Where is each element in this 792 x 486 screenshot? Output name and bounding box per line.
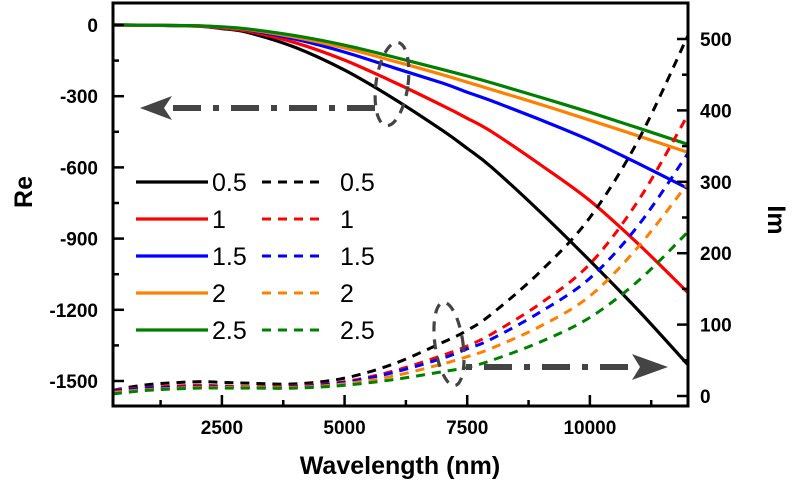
y-right-tick-label: 100 bbox=[700, 316, 732, 337]
y-left-tick-label: -1500 bbox=[49, 372, 98, 393]
annotation-ellipse-re bbox=[373, 40, 411, 128]
y-right-tick-label: 200 bbox=[700, 244, 732, 265]
legend-label-im: 2.5 bbox=[340, 317, 375, 345]
x-axis: 2500 5000 7500 10000 bbox=[159, 395, 653, 439]
plot-frame bbox=[111, 1, 690, 408]
y-right-tick-label: 500 bbox=[700, 30, 732, 51]
x-tick-label: 2500 bbox=[201, 418, 243, 439]
x-tick-label: 10000 bbox=[563, 418, 616, 439]
series-re-1 bbox=[113, 23, 688, 294]
y-axis-left: 0 -300 -600 -900 -1200 -1500 bbox=[49, 16, 124, 393]
arrow-right-icon bbox=[632, 354, 668, 380]
y-left-tick-label: -600 bbox=[60, 158, 98, 179]
legend-label-im: 1 bbox=[340, 206, 354, 234]
y-axis-left-title: Re bbox=[10, 176, 38, 208]
y-left-tick-label: -300 bbox=[60, 87, 98, 108]
series-re-2_5 bbox=[113, 23, 688, 146]
legend-label-re: 1.5 bbox=[212, 243, 247, 271]
annotations bbox=[140, 40, 668, 388]
y-left-tick-label: -900 bbox=[60, 230, 98, 251]
x-axis-title: Wavelength (nm) bbox=[300, 452, 500, 480]
series-im-1_5 bbox=[113, 152, 688, 393]
legend-label-re: 0.5 bbox=[212, 169, 247, 197]
x-tick-label: 7500 bbox=[446, 418, 488, 439]
legend: 0.5 1 1.5 2 2.5 0.5 1 1.5 2 2.5 bbox=[136, 169, 375, 345]
legend-label-im: 0.5 bbox=[340, 169, 375, 197]
y-right-tick-label: 400 bbox=[700, 101, 732, 122]
plot-curves bbox=[113, 23, 688, 396]
legend-label-re: 1 bbox=[212, 206, 226, 234]
arrow-left-icon bbox=[140, 96, 172, 120]
series-im-1 bbox=[113, 113, 688, 392]
legend-label-im: 2 bbox=[340, 280, 354, 308]
legend-label-re: 2.5 bbox=[212, 317, 247, 345]
series-re-0_5 bbox=[113, 23, 688, 366]
y-axis-right-title: Im bbox=[762, 205, 790, 234]
legend-label-im: 1.5 bbox=[340, 243, 375, 271]
y-left-tick-label: 0 bbox=[87, 16, 98, 37]
series-im-0_5 bbox=[113, 34, 688, 392]
y-right-tick-label: 300 bbox=[700, 173, 732, 194]
legend-label-re: 2 bbox=[212, 280, 226, 308]
x-tick-label: 5000 bbox=[323, 418, 365, 439]
y-axis-right: 0 100 200 300 400 500 bbox=[677, 30, 732, 408]
y-right-tick-label: 0 bbox=[700, 387, 711, 408]
annotation-ellipse-im bbox=[432, 300, 466, 388]
y-left-tick-label: -1200 bbox=[49, 301, 98, 322]
